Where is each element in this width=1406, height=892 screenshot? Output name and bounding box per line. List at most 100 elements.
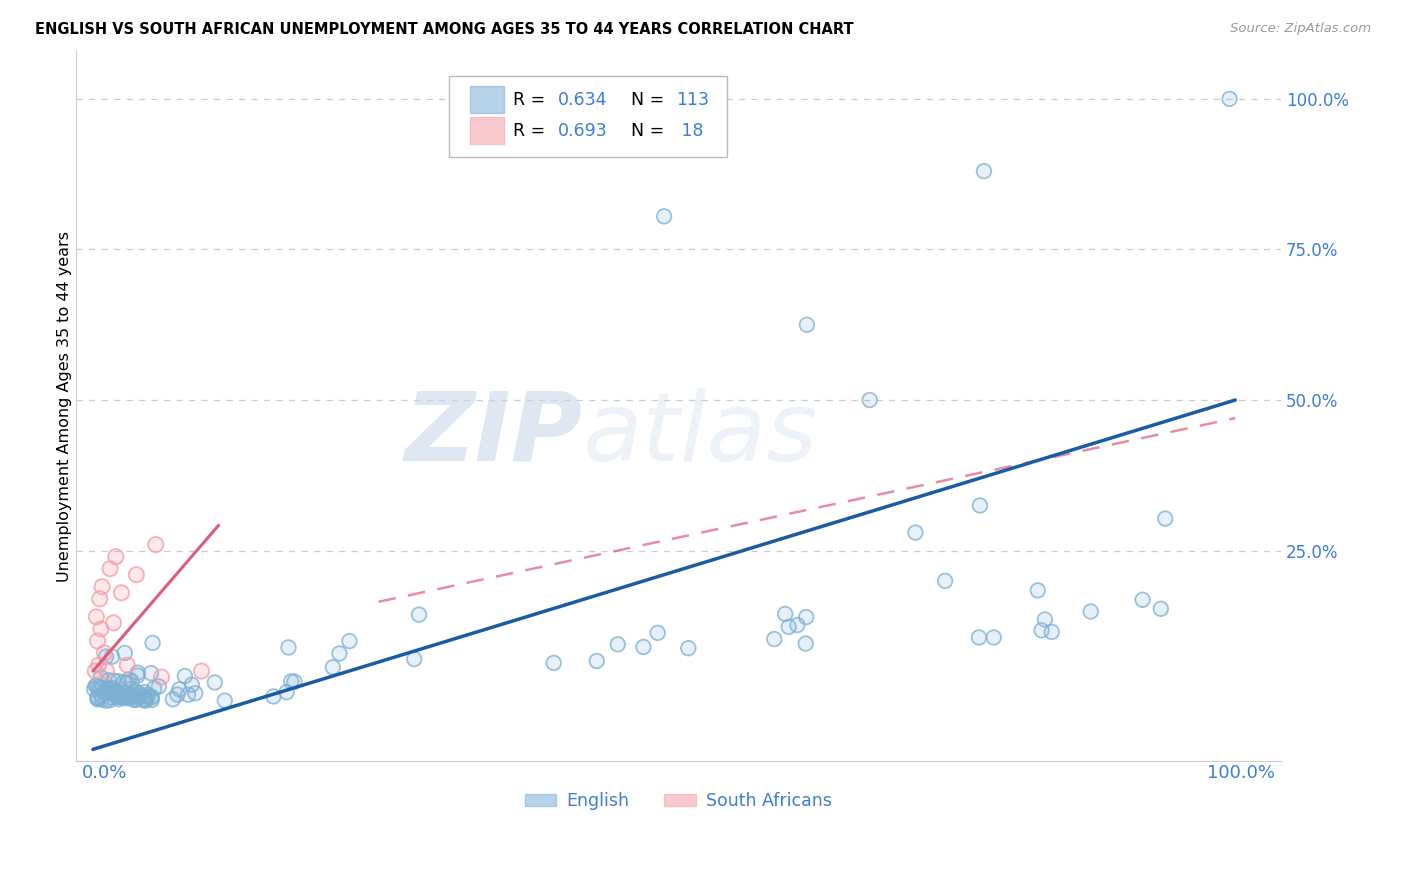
Point	[404, 652, 426, 666]
Point	[1219, 92, 1241, 106]
Point	[114, 646, 136, 660]
Point	[773, 607, 796, 621]
Point	[283, 674, 305, 689]
Text: 113: 113	[676, 91, 709, 109]
Point	[1026, 583, 1049, 598]
Point	[408, 607, 430, 622]
Point	[967, 631, 990, 645]
Point	[125, 689, 148, 703]
Point	[90, 670, 112, 684]
Point	[90, 689, 112, 703]
Point	[105, 684, 128, 698]
Point	[107, 690, 129, 704]
Point	[1080, 605, 1102, 619]
Point	[136, 688, 159, 702]
Point	[122, 693, 145, 707]
Point	[101, 649, 124, 664]
Point	[1132, 592, 1154, 607]
Point	[652, 210, 675, 224]
Point	[786, 618, 808, 632]
Point	[127, 689, 149, 703]
Point	[91, 692, 114, 706]
Point	[104, 549, 127, 564]
Point	[101, 681, 124, 695]
Point	[97, 673, 120, 688]
Point	[118, 673, 141, 687]
Point	[83, 682, 105, 697]
Point	[904, 525, 927, 540]
Point	[322, 660, 344, 674]
Point	[1033, 613, 1056, 627]
Point	[778, 620, 800, 634]
Point	[105, 684, 128, 698]
Point	[132, 693, 155, 707]
Point	[93, 646, 115, 660]
Point	[796, 318, 818, 332]
Point	[112, 675, 135, 690]
Point	[973, 164, 995, 178]
Point	[108, 690, 131, 704]
Point	[1080, 605, 1102, 619]
Point	[122, 690, 145, 705]
Point	[87, 658, 110, 673]
Legend: English, South Africans: English, South Africans	[517, 785, 839, 817]
Point	[128, 686, 150, 700]
Point	[678, 641, 700, 656]
Point	[112, 675, 135, 690]
Point	[112, 690, 135, 705]
Point	[108, 690, 131, 704]
Point	[262, 690, 284, 704]
Point	[141, 690, 163, 705]
Point	[408, 607, 430, 622]
Point	[107, 686, 129, 700]
Point	[543, 656, 565, 670]
Point	[136, 688, 159, 702]
Point	[162, 692, 184, 706]
Point	[84, 679, 107, 693]
Point	[934, 574, 956, 588]
Point	[125, 692, 148, 706]
Point	[91, 681, 114, 695]
Point	[969, 499, 991, 513]
Text: ZIP: ZIP	[404, 388, 582, 481]
Point	[104, 689, 127, 703]
Point	[166, 688, 188, 702]
Point	[904, 525, 927, 540]
Text: R =: R =	[513, 91, 551, 109]
Point	[585, 654, 607, 668]
Point	[94, 685, 117, 699]
Point	[142, 636, 165, 650]
Point	[114, 685, 136, 699]
Point	[606, 637, 628, 651]
Point	[794, 610, 817, 624]
Point	[120, 682, 142, 697]
Point	[107, 674, 129, 689]
Point	[115, 676, 138, 690]
Point	[103, 673, 125, 688]
Point	[117, 691, 139, 706]
Point	[145, 538, 167, 552]
Point	[91, 580, 114, 594]
Point	[124, 684, 146, 698]
Point	[134, 685, 156, 699]
Point	[1040, 624, 1063, 639]
Point	[859, 392, 882, 407]
Point	[100, 682, 122, 697]
Point	[678, 641, 700, 656]
Point	[134, 691, 156, 706]
Point	[141, 693, 163, 707]
Point	[127, 665, 149, 680]
Point	[90, 622, 112, 636]
Point	[125, 689, 148, 703]
Point	[93, 685, 115, 699]
Bar	[470, 118, 503, 145]
Point	[122, 693, 145, 707]
Point	[86, 634, 108, 648]
Point	[339, 634, 361, 648]
Point	[150, 670, 173, 684]
Point	[86, 610, 108, 624]
Point	[404, 652, 426, 666]
Point	[204, 675, 226, 690]
Point	[118, 673, 141, 687]
Point	[277, 640, 299, 655]
